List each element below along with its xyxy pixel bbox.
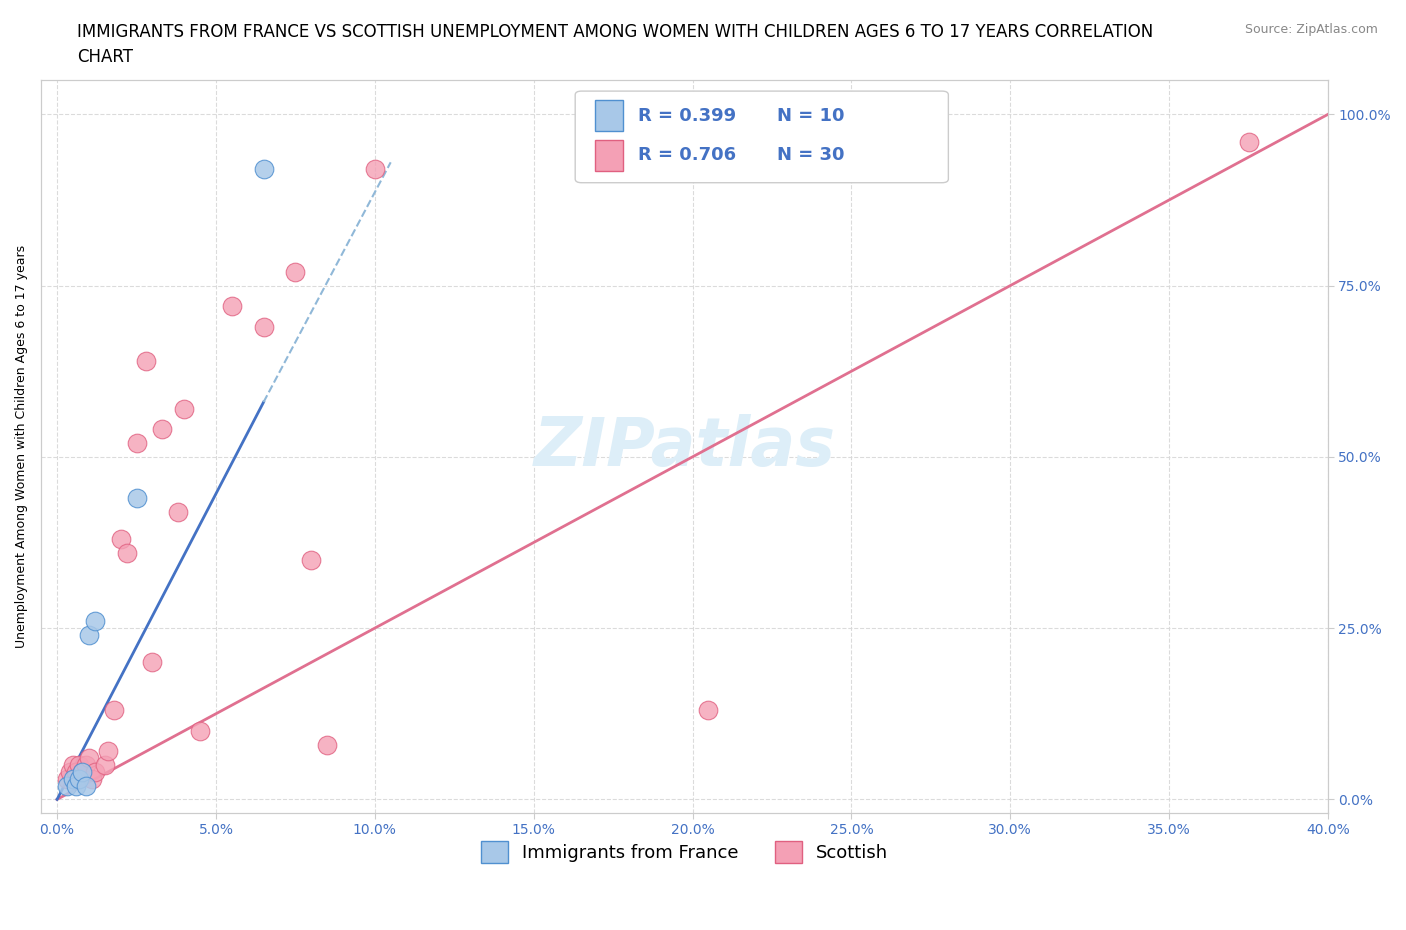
FancyBboxPatch shape [575,91,949,182]
Point [65,778,87,793]
Point [115,545,138,560]
Point [316,737,339,752]
Point [62,758,84,773]
Point [59,764,82,779]
Point [188,724,211,738]
Point [75,778,97,793]
Point [93,758,115,773]
Point [84,764,107,779]
FancyBboxPatch shape [595,100,623,131]
Point [252,319,274,334]
Point [284,264,307,279]
Point [1237,134,1260,149]
Point [65,764,87,779]
Point [125,490,148,505]
Point [67,758,90,773]
Point [103,703,125,718]
Point [77,751,100,765]
Point [125,436,148,451]
Point [141,655,163,670]
Point [80,771,103,786]
Y-axis label: Unemployment Among Women with Children Ages 6 to 17 years: Unemployment Among Women with Children A… [15,245,28,648]
Point [72,764,94,779]
Point [252,162,274,177]
Point [697,703,720,718]
Point [221,299,243,313]
Point [364,162,387,177]
Point [84,614,107,629]
Point [72,764,94,779]
Text: R = 0.706: R = 0.706 [638,146,737,165]
Text: N = 30: N = 30 [778,146,845,165]
Point [75,758,97,773]
Text: Source: ZipAtlas.com: Source: ZipAtlas.com [1244,23,1378,36]
Point [110,532,132,547]
FancyBboxPatch shape [595,140,623,170]
Point [166,504,188,519]
Point [62,771,84,786]
Text: N = 10: N = 10 [778,107,845,125]
Legend: Immigrants from France, Scottish: Immigrants from France, Scottish [474,833,896,870]
Point [77,628,100,643]
Text: IMMIGRANTS FROM FRANCE VS SCOTTISH UNEMPLOYMENT AMONG WOMEN WITH CHILDREN AGES 6: IMMIGRANTS FROM FRANCE VS SCOTTISH UNEMP… [77,23,1153,66]
Point [97,744,120,759]
Point [55,771,77,786]
Text: ZIPatlas: ZIPatlas [533,414,835,480]
Point [67,771,90,786]
Point [55,778,77,793]
Text: R = 0.399: R = 0.399 [638,107,737,125]
Point [135,353,157,368]
Point [173,402,195,417]
Point [299,552,322,567]
Point [150,422,173,437]
